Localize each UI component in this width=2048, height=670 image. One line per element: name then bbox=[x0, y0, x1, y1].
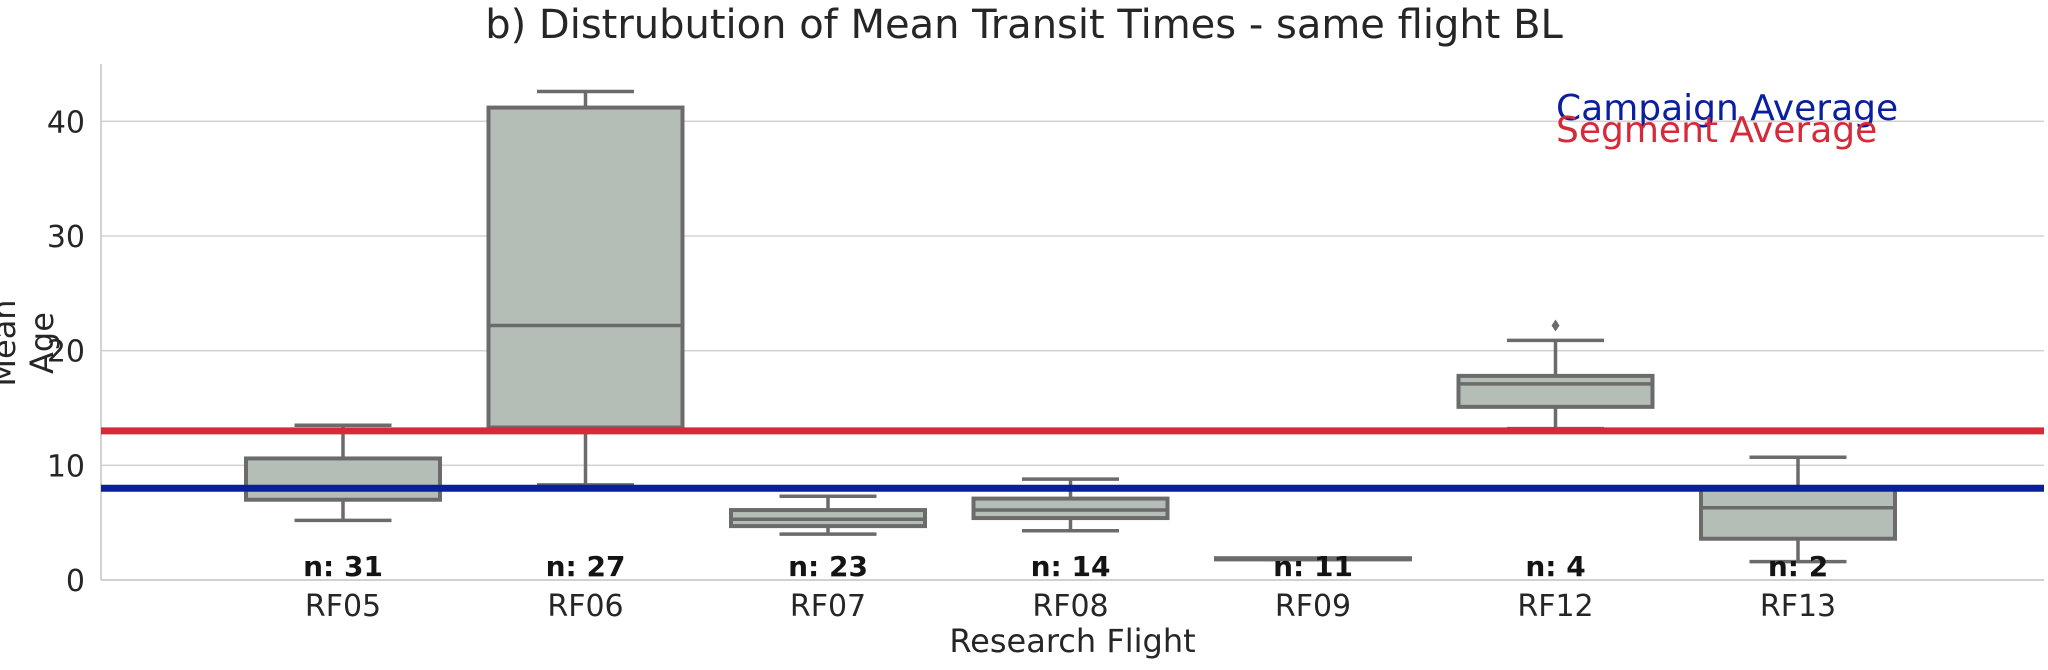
legend-segment-average: Segment Average bbox=[1556, 110, 1878, 151]
x-tick-label: RF13 bbox=[1760, 589, 1836, 624]
y-axis-label: Mean Age bbox=[0, 299, 61, 387]
n-count-label: n: 4 bbox=[1525, 550, 1585, 583]
chart-title: b) Distrubution of Mean Transit Times - … bbox=[485, 2, 1563, 48]
box-rf06 bbox=[486, 105, 685, 430]
n-count-label: n: 23 bbox=[788, 550, 868, 583]
n-count-label: n: 31 bbox=[303, 550, 383, 583]
y-tick-label: 10 bbox=[47, 449, 85, 484]
y-tick-label: 20 bbox=[47, 335, 85, 370]
x-tick-label: RF06 bbox=[547, 589, 623, 624]
x-tick-label: RF05 bbox=[305, 589, 381, 624]
x-tick-label: RF12 bbox=[1517, 589, 1593, 624]
y-tick-label: 40 bbox=[47, 105, 85, 140]
n-count-label: n: 2 bbox=[1768, 550, 1828, 583]
box-rf12 bbox=[1456, 373, 1655, 409]
box-rf05 bbox=[244, 456, 442, 502]
y-tick-label: 0 bbox=[66, 564, 85, 599]
x-axis-label: Research Flight bbox=[949, 622, 1196, 660]
n-count-label: n: 14 bbox=[1031, 550, 1111, 583]
box-rf13 bbox=[1699, 485, 1897, 541]
x-tick-label: RF07 bbox=[790, 589, 866, 624]
n-count-label: n: 27 bbox=[546, 550, 626, 583]
x-tick-label: RF09 bbox=[1275, 589, 1351, 624]
n-count-label: n: 11 bbox=[1273, 550, 1353, 583]
legend-campaign-average: Campaign Average bbox=[1556, 88, 1899, 129]
y-tick-label: 30 bbox=[47, 220, 85, 255]
x-tick-label: RF08 bbox=[1032, 589, 1108, 624]
outlier-point bbox=[1551, 319, 1560, 332]
